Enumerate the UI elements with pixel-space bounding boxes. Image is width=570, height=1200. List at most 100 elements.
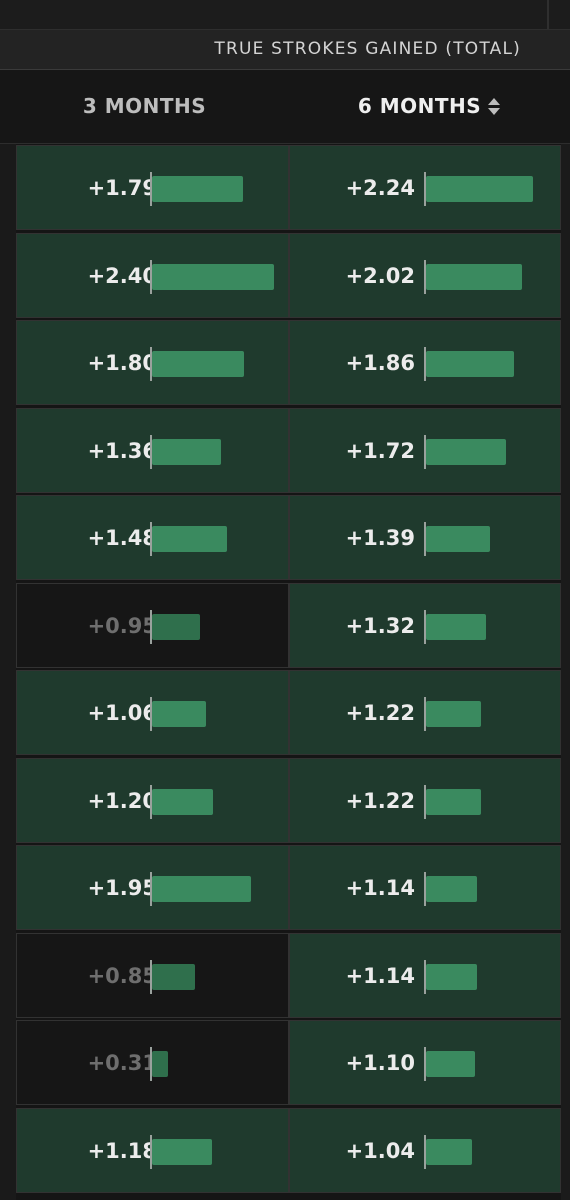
table-cell: +1.18 bbox=[16, 1108, 289, 1193]
bar-baseline bbox=[150, 260, 152, 294]
table-cell: +1.20 bbox=[16, 758, 289, 843]
value-bar bbox=[426, 176, 533, 202]
table-cell: +1.95 bbox=[16, 845, 289, 930]
bar-baseline bbox=[424, 172, 426, 206]
table-cell: +1.32 bbox=[289, 583, 561, 668]
scrollbar-track[interactable] bbox=[561, 144, 570, 1200]
value-bar bbox=[152, 176, 243, 202]
value-bar bbox=[152, 439, 221, 465]
table-cell: +1.79 bbox=[16, 145, 289, 230]
bar-baseline bbox=[150, 435, 152, 469]
column-header-label: 3 MONTHS bbox=[82, 94, 207, 118]
bar-baseline bbox=[150, 785, 152, 819]
stat-value: +1.04 bbox=[345, 1139, 415, 1163]
stat-value: +1.95 bbox=[87, 876, 157, 900]
value-bar bbox=[152, 701, 206, 727]
table-cell: +2.40 bbox=[16, 233, 289, 318]
value-bar bbox=[426, 701, 481, 727]
value-bar bbox=[152, 789, 213, 815]
stat-value: +1.06 bbox=[87, 701, 157, 725]
table-cell: +1.36 bbox=[16, 408, 289, 493]
stat-value: +1.20 bbox=[87, 789, 157, 813]
column-header-label: 6 MONTHS bbox=[357, 94, 482, 118]
stat-value: +1.32 bbox=[345, 614, 415, 638]
sort-icon[interactable] bbox=[487, 95, 501, 117]
column-header-6-months[interactable]: 6 MONTHS bbox=[289, 70, 570, 144]
table-cell: +1.04 bbox=[289, 1108, 561, 1193]
column-header-3-months[interactable]: 3 MONTHS bbox=[0, 70, 289, 144]
bar-baseline bbox=[424, 960, 426, 994]
table-cell: +1.14 bbox=[289, 845, 561, 930]
bar-baseline bbox=[424, 1047, 426, 1081]
stat-value: +1.22 bbox=[345, 789, 415, 813]
table-cell: +1.22 bbox=[289, 670, 561, 755]
bar-baseline bbox=[424, 435, 426, 469]
bar-baseline bbox=[424, 697, 426, 731]
row-gutter bbox=[0, 144, 16, 1200]
stat-value: +1.48 bbox=[87, 526, 157, 550]
table-cell: +0.95 bbox=[16, 583, 289, 668]
stat-value: +1.36 bbox=[87, 439, 157, 463]
value-bar bbox=[426, 526, 490, 552]
value-bar bbox=[426, 264, 522, 290]
bar-baseline bbox=[424, 522, 426, 556]
value-bar bbox=[426, 1051, 475, 1077]
bar-baseline bbox=[150, 610, 152, 644]
value-bar bbox=[426, 964, 477, 990]
value-bar bbox=[152, 526, 227, 552]
value-bar bbox=[426, 351, 514, 377]
bar-baseline bbox=[150, 872, 152, 906]
bar-baseline bbox=[424, 785, 426, 819]
stat-value: +1.80 bbox=[87, 351, 157, 375]
bar-baseline bbox=[424, 260, 426, 294]
value-bar bbox=[152, 1139, 212, 1165]
table-cell: +1.22 bbox=[289, 758, 561, 843]
table-cell: +2.02 bbox=[289, 233, 561, 318]
bar-baseline bbox=[424, 610, 426, 644]
value-bar bbox=[152, 876, 251, 902]
value-bar bbox=[152, 264, 274, 290]
bar-baseline bbox=[150, 960, 152, 994]
value-bar bbox=[152, 964, 195, 990]
table-cell: +1.14 bbox=[289, 933, 561, 1018]
stat-value: +1.18 bbox=[87, 1139, 157, 1163]
table-cell: +1.06 bbox=[16, 670, 289, 755]
value-bar bbox=[426, 1139, 472, 1165]
bar-baseline bbox=[150, 347, 152, 381]
stat-value: +2.24 bbox=[345, 176, 415, 200]
bar-baseline bbox=[150, 522, 152, 556]
stat-value: +1.14 bbox=[345, 964, 415, 988]
table-cell: +2.24 bbox=[289, 145, 561, 230]
value-bar bbox=[426, 614, 486, 640]
column-divider bbox=[547, 0, 549, 29]
table-cell: +1.72 bbox=[289, 408, 561, 493]
stat-value: +0.31 bbox=[87, 1051, 157, 1075]
value-bar bbox=[152, 351, 244, 377]
bar-baseline bbox=[150, 1135, 152, 1169]
stat-value: +2.40 bbox=[87, 264, 157, 288]
stat-value: +2.02 bbox=[345, 264, 415, 288]
stat-value: +1.14 bbox=[345, 876, 415, 900]
stat-value: +0.85 bbox=[87, 964, 157, 988]
table-cell: +1.86 bbox=[289, 320, 561, 405]
group-header: TRUE STROKES GAINED (TOTAL) bbox=[0, 30, 570, 70]
bar-baseline bbox=[150, 697, 152, 731]
stat-value: +1.86 bbox=[345, 351, 415, 375]
bar-baseline bbox=[424, 347, 426, 381]
stat-value: +0.95 bbox=[87, 614, 157, 638]
stat-value: +1.72 bbox=[345, 439, 415, 463]
bar-baseline bbox=[424, 872, 426, 906]
value-bar bbox=[152, 1051, 168, 1077]
table-cell: +1.39 bbox=[289, 495, 561, 580]
value-bar bbox=[426, 876, 477, 902]
bar-baseline bbox=[150, 1047, 152, 1081]
value-bar bbox=[152, 614, 200, 640]
table-cell: +1.10 bbox=[289, 1020, 561, 1105]
table-cell: +0.85 bbox=[16, 933, 289, 1018]
group-header-label: TRUE STROKES GAINED (TOTAL) bbox=[214, 39, 521, 59]
table-cell: +0.31 bbox=[16, 1020, 289, 1105]
table-cell: +1.48 bbox=[16, 495, 289, 580]
stat-value: +1.39 bbox=[345, 526, 415, 550]
value-bar bbox=[426, 439, 506, 465]
table-cell: +1.80 bbox=[16, 320, 289, 405]
